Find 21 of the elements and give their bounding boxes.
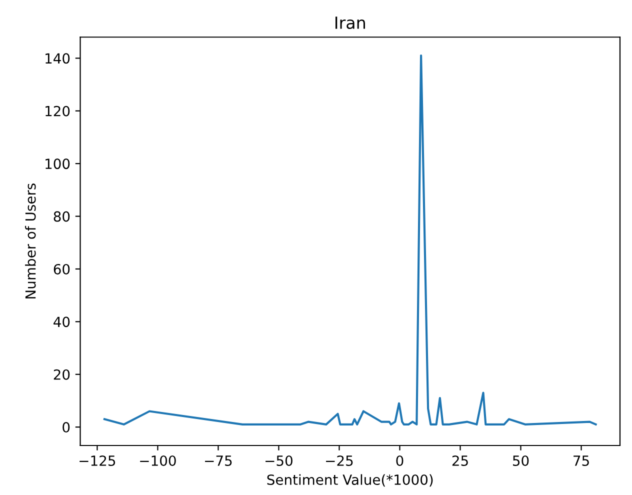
x-tick-label: −75 — [205, 456, 232, 466]
y-tick-label: 60 — [54, 264, 70, 274]
x-tick-label: 75 — [574, 456, 589, 466]
y-tick-label: 120 — [46, 106, 70, 116]
x-axis-title: Sentiment Value(*1000) — [267, 474, 433, 487]
x-tick-label: −50 — [266, 455, 292, 466]
y-tick-label: 20 — [54, 369, 70, 380]
x-tick-label: 0 — [396, 455, 404, 466]
y-tick-label: 80 — [54, 211, 70, 222]
x-tick-label: −125 — [80, 455, 116, 466]
x-tick-label: −25 — [326, 455, 353, 466]
y-tick-label: 40 — [54, 316, 70, 328]
y-axis-title: Number of Users — [25, 184, 36, 298]
line-series — [103, 54, 597, 426]
y-tick-label: 0 — [62, 422, 70, 433]
x-tick-label: 25 — [452, 455, 468, 466]
y-tick-label: 140 — [46, 53, 70, 64]
chart-title: Iran — [335, 16, 365, 30]
y-tick-label: 100 — [46, 158, 70, 170]
x-tick-label: 50 — [512, 455, 529, 466]
x-tick-label: −100 — [140, 455, 176, 466]
